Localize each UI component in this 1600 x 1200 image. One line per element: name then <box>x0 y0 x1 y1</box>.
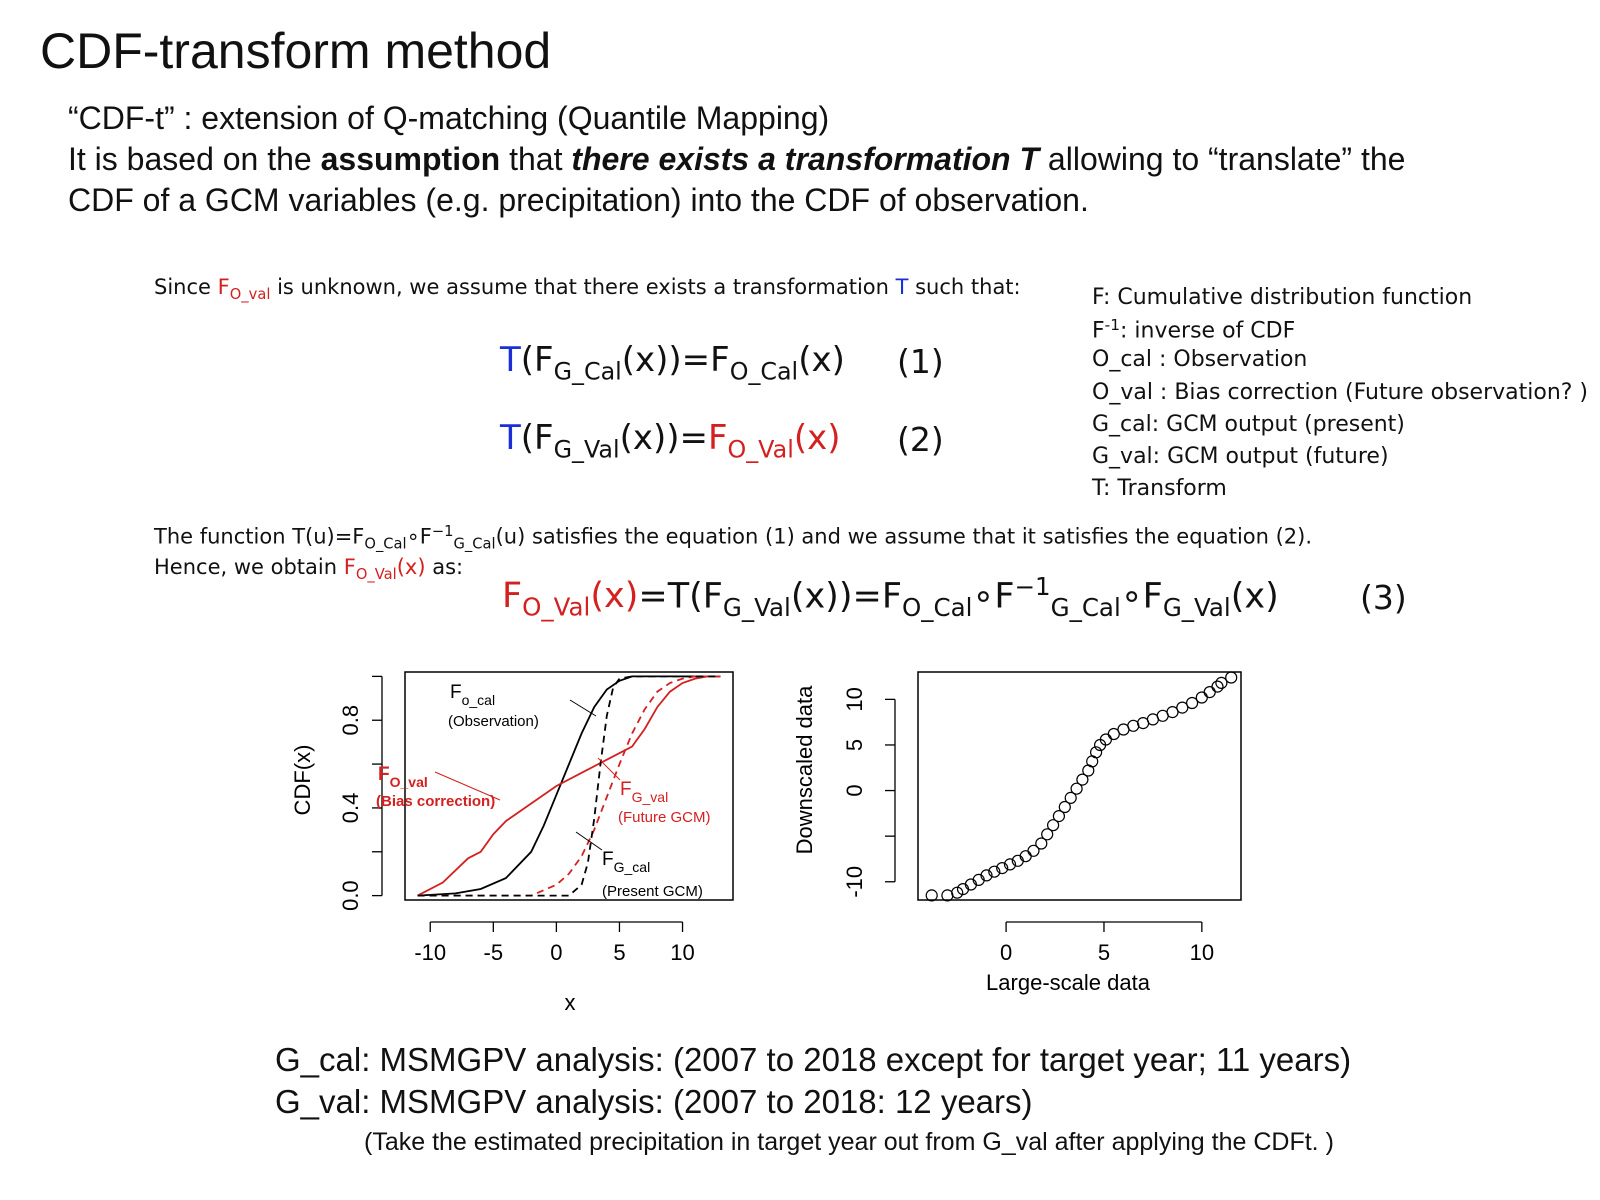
equation-3: FO_Val(x)=T(FG_Val(x))=FO_Cal∘F−1G_Cal∘F… <box>502 572 1279 622</box>
annotation-label: FG_val <box>620 779 668 805</box>
cdf-series-line-1 <box>417 675 721 897</box>
annotation-pointer <box>434 771 501 801</box>
qq-point <box>1211 680 1224 693</box>
cdf-series-line-2 <box>417 675 721 897</box>
cdf-x-tick-label: 0 <box>550 940 562 965</box>
annotation-f-g-cal: FG_cal (Present GCM) <box>575 831 703 900</box>
bottom-line-3: (Take the estimated precipitation in tar… <box>364 1128 1334 1156</box>
cdf-x-tick-label: 5 <box>613 940 625 965</box>
qq-point <box>951 886 964 899</box>
annotation-label: Fo_cal <box>450 682 495 708</box>
cdf-x-tick-label: -10 <box>414 940 446 965</box>
qq-point <box>1225 671 1238 684</box>
qq-point <box>1203 685 1216 699</box>
annotation-f-g-val: FG_val (Future GCM) <box>597 757 711 826</box>
equation-2-number: (2) <box>897 420 944 459</box>
qq-point <box>925 889 938 902</box>
annotation-note: (Bias correction) <box>376 793 495 810</box>
equation-2: T(FG_Val(x))=FO_Val(x) <box>500 418 841 464</box>
legend-item: F-1: inverse of CDF <box>1092 316 1296 344</box>
qq-point <box>1176 701 1189 714</box>
qq-point <box>1215 676 1228 689</box>
equation-1-number: (1) <box>897 342 944 381</box>
since-text: Since FO_val is unknown, we assume that … <box>154 275 1021 304</box>
qq-point <box>988 865 1001 878</box>
qq-x-tick-label: 0 <box>1000 940 1012 965</box>
cdf-y-tick-label: 0.4 <box>338 793 363 824</box>
equation-1: T(FG_Cal(x))=FO_Cal(x) <box>500 340 845 386</box>
annotation-f-o-cal: Fo_cal (Observation) <box>448 682 597 730</box>
qq-y-tick-label: -10 <box>842 866 867 898</box>
legend-item: G_val: GCM output (future) <box>1092 444 1389 469</box>
cdf-y-axis-label: CDF(x) <box>290 745 315 816</box>
cdf-x-axis-label: x <box>565 990 576 1015</box>
intro-line-3: CDF of a GCM variables (e.g. precipitati… <box>68 182 1089 218</box>
annotation-pointer <box>597 757 621 781</box>
qq-point <box>1076 773 1089 786</box>
cdf-chart: -10 -5 0 5 10 0.0 0.4 0.8 CDF(x) x Fo_cal (Obs… <box>290 671 734 1015</box>
qq-point <box>1041 828 1054 841</box>
qq-point <box>1003 858 1017 871</box>
qq-point <box>1027 844 1040 857</box>
qq-point <box>1090 746 1103 759</box>
qq-point <box>1186 696 1199 710</box>
intro-line-1: “CDF-t” : extension of Q-matching (Quant… <box>68 100 830 136</box>
hence-text: Hence, we obtain FO_Val(x) as: <box>154 555 464 584</box>
annotation-pointer <box>569 699 597 717</box>
qq-point <box>1166 705 1179 719</box>
qq-chart: 0 5 10 -10 0 5 10 Downscaled data Large-scale… <box>792 671 1242 995</box>
qq-y-tick-label: 10 <box>842 687 867 711</box>
page-title: CDF-transform method <box>40 23 552 79</box>
qq-point <box>1195 691 1208 704</box>
cdf-x-tick-label: 10 <box>670 940 694 965</box>
annotation-note: (Observation) <box>448 713 539 730</box>
equation-3-number: (3) <box>1360 578 1407 617</box>
bottom-line-2: G_val: MSMGPV analysis: (2007 to 2018: 1… <box>275 1083 1033 1120</box>
qq-point <box>996 862 1009 875</box>
legend-item: O_val : Bias correction (Future observat… <box>1092 380 1589 405</box>
annotation-note: (Future GCM) <box>618 809 711 826</box>
qq-x-axis-label: Large-scale data <box>986 970 1151 995</box>
legend-item: T: Transform <box>1092 476 1227 501</box>
qq-point <box>1107 727 1120 741</box>
qq-x-tick-label: 5 <box>1098 940 1110 965</box>
annotation-f-o-val: FO_val (Bias correction) <box>376 764 501 810</box>
function-text: The function T(u)=FO_Cal∘F−1G_Cal(u) sat… <box>154 523 1313 553</box>
bottom-line-1: G_cal: MSMGPV analysis: (2007 to 2018 ex… <box>275 1041 1352 1078</box>
annotation-label: FO_val <box>378 764 428 790</box>
qq-point <box>1070 782 1083 795</box>
qq-point <box>1047 819 1060 832</box>
qq-x-tick-label: 10 <box>1190 940 1214 965</box>
qq-plot-frame <box>917 671 1242 901</box>
intro-line-2: It is based on the assumption that there… <box>68 141 1406 177</box>
qq-y-tick-label: 0 <box>842 784 867 796</box>
qq-point <box>1064 791 1077 804</box>
annotation-pointer <box>575 831 603 851</box>
qq-y-tick-label: 5 <box>842 739 867 751</box>
cdf-plot-frame <box>404 671 734 901</box>
qq-point <box>1019 850 1032 863</box>
cdf-y-tick-label: 0.8 <box>338 705 363 736</box>
cdf-series-line-3 <box>417 675 721 897</box>
legend-item: F: Cumulative distribution function <box>1092 285 1473 310</box>
qq-point <box>1052 810 1065 823</box>
cdf-y-tick-label: 0.0 <box>338 880 363 911</box>
qq-point <box>1035 837 1048 850</box>
qq-point <box>980 869 993 882</box>
annotation-note: (Present GCM) <box>602 883 703 900</box>
qq-point <box>1058 800 1071 814</box>
legend-item: G_cal: GCM output (present) <box>1092 412 1405 437</box>
annotation-label: FG_cal <box>602 849 650 875</box>
cdf-x-tick-label: -5 <box>484 940 504 965</box>
legend-item: O_cal : Observation <box>1092 347 1308 372</box>
qq-y-axis-label: Downscaled data <box>792 685 817 855</box>
